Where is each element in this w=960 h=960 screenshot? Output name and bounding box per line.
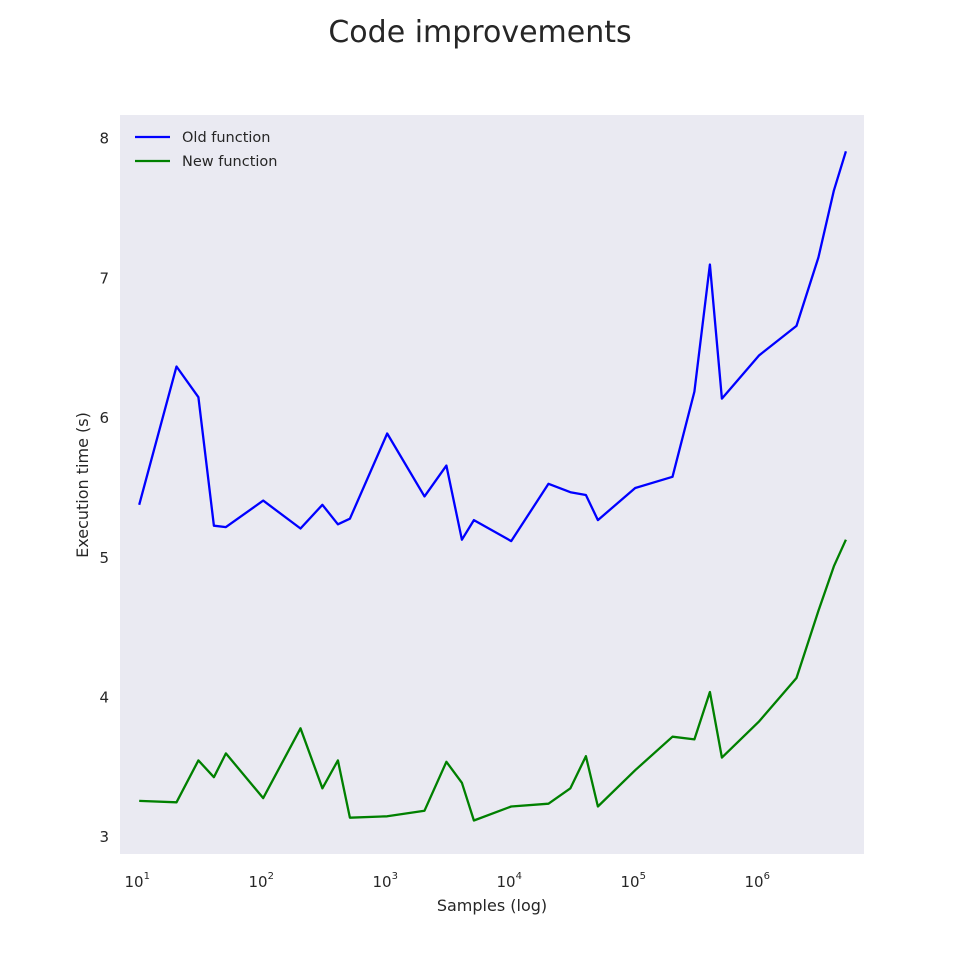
y-tick-label: 3 [99,828,109,846]
x-tick-label: 105 [620,871,645,891]
legend: Old function New function [135,130,277,170]
x-tick-label: 103 [372,871,397,891]
y-tick-label: 6 [99,409,109,427]
series-layer [138,150,847,822]
x-tick-label: 106 [744,871,769,891]
x-tick-label: 102 [248,871,273,891]
x-tick-label: 101 [124,871,149,891]
x-tick-base: 10 [496,873,515,891]
x-tick-exponent: 4 [516,871,522,882]
plot-area [120,115,864,854]
chart-title: Code improvements [328,15,631,50]
y-tick-label: 5 [99,549,109,567]
x-tick-exponent: 1 [144,871,150,882]
x-tick-label: 104 [496,871,521,891]
x-tick-base: 10 [620,873,639,891]
y-tick-label: 7 [99,269,109,287]
x-tick-base: 10 [744,873,763,891]
legend-label-1: Old function [182,130,271,146]
x-tick-base: 10 [372,873,391,891]
y-tick-label: 8 [99,130,109,148]
y-axis-ticks: 3 4 5 6 7 8 [99,130,109,846]
x-tick-base: 10 [248,873,267,891]
x-tick-base: 10 [124,873,143,891]
x-axis-label: Samples (log) [437,896,547,915]
y-axis-label: Execution time (s) [73,412,92,558]
series-line-1 [138,150,847,543]
x-axis-ticks: 101 102 103 104 105 106 [124,871,769,891]
x-tick-exponent: 5 [640,871,646,882]
legend-label-2: New function [182,154,277,170]
series-line-2 [139,539,847,822]
x-tick-exponent: 6 [764,871,770,882]
y-tick-label: 4 [99,689,109,707]
x-tick-exponent: 3 [392,871,398,882]
x-tick-exponent: 2 [268,871,274,882]
